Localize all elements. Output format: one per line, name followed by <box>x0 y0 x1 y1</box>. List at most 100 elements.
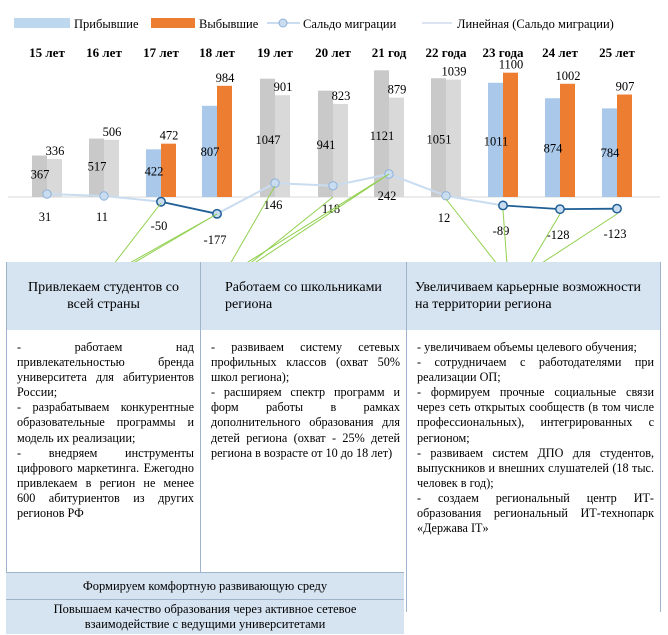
saldo-point <box>441 191 451 201</box>
category-label: 25 лет <box>599 45 635 60</box>
list-item: - развиваем систем ДПО для студентов, вы… <box>417 445 654 490</box>
column-header-schoolchildren: Работаем со школьниками региона <box>201 262 406 330</box>
value-label-departed: 336 <box>46 144 65 158</box>
value-labels: 367 517 422 807 1047 941 1121 1051 1011 874 784 336… <box>31 58 635 247</box>
bar-departed <box>503 72 518 197</box>
bar-departed <box>617 94 632 197</box>
column-divider-2 <box>406 262 407 612</box>
header-career-text: Увеличиваем карьерные возможности на тер… <box>415 280 642 312</box>
value-label-arrived: 941 <box>317 138 336 152</box>
saldo-point <box>156 196 166 207</box>
saldo-segment <box>332 173 390 187</box>
list-item: - формируем прочные социальные связи чер… <box>417 385 654 445</box>
list-item: - сотрудничаем с работодателями при реал… <box>417 355 654 385</box>
bottom-quality-text: Повышаем качество образования через акти… <box>53 602 357 631</box>
column-divider-right <box>660 262 661 612</box>
bar-departed <box>161 143 176 197</box>
connector-line <box>502 209 508 262</box>
bar-departed <box>217 85 232 197</box>
value-label-saldo: -123 <box>604 227 627 241</box>
value-label-departed: 1039 <box>442 65 467 79</box>
legend-label-trend: Линейная (Сальдо миграции) <box>457 17 614 31</box>
value-label-saldo: 11 <box>96 210 108 224</box>
legend-swatch-departed <box>151 18 195 28</box>
list-item: - развиваем систему сетевых профильных к… <box>211 340 400 385</box>
bar-arrived <box>374 70 389 197</box>
value-label-departed: 1100 <box>499 58 524 72</box>
value-label-departed: 879 <box>388 83 407 97</box>
value-label-saldo: 242 <box>378 189 397 203</box>
value-label-arrived: 784 <box>601 146 621 160</box>
category-label: 18 лет <box>199 45 235 60</box>
value-label-departed: 1002 <box>556 69 581 83</box>
saldo-point <box>498 200 508 211</box>
saldo-point <box>42 189 52 199</box>
column-divider-1 <box>200 262 201 612</box>
bar-departed <box>446 79 461 197</box>
column-body-students: - работаем над привлекательностью бренда… <box>7 340 200 521</box>
value-label-arrived: 1011 <box>484 135 509 149</box>
value-label-saldo: -50 <box>151 219 168 233</box>
chart-legend: Прибывшие Выбывшие Сальдо миграции Линейная… <box>14 17 614 31</box>
connector-arrows <box>114 173 618 262</box>
bar-arrived <box>89 138 104 197</box>
column-header-students: Привлекаем студентов со всей страны <box>7 262 200 330</box>
value-label-arrived: 807 <box>201 145 220 159</box>
value-label-arrived: 1051 <box>427 133 452 147</box>
legend-label-arrived: Прибывшие <box>74 17 139 31</box>
bar-series <box>32 70 632 197</box>
bar-departed <box>47 159 62 197</box>
category-label: 24 лет <box>542 45 578 60</box>
value-label-departed: 901 <box>274 80 293 94</box>
saldo-segment <box>103 194 162 203</box>
connector-line <box>445 198 497 262</box>
value-label-saldo: 12 <box>438 211 451 225</box>
value-label-saldo: -89 <box>493 224 510 238</box>
saldo-line <box>42 169 622 219</box>
saldo-point <box>612 203 622 214</box>
connector-line <box>255 173 390 262</box>
bar-arrived <box>488 82 503 197</box>
value-label-arrived: 367 <box>31 167 50 181</box>
saldo-segment <box>445 194 504 207</box>
list-item: - внедряем инструменты цифрового маркети… <box>17 445 194 521</box>
list-item: - работаем над привлекательностью бренда… <box>17 340 194 400</box>
bar-arrived <box>146 149 161 197</box>
saldo-point <box>328 181 338 191</box>
saldo-segment <box>46 193 105 197</box>
value-label-saldo: 146 <box>264 198 283 212</box>
column-header-career: Увеличиваем карьерные возможности на тер… <box>407 262 660 330</box>
category-label: 22 года <box>425 45 467 60</box>
legend-swatch-arrived <box>14 18 70 28</box>
bottom-box-quality: Повышаем качество образования через акти… <box>6 599 404 634</box>
saldo-segment <box>160 200 218 215</box>
value-label-arrived: 422 <box>145 165 164 179</box>
connector-line <box>134 213 218 262</box>
value-label-saldo: -128 <box>547 228 570 242</box>
connector-line <box>542 213 618 262</box>
bar-departed <box>333 104 348 197</box>
saldo-point <box>212 208 222 219</box>
category-label: 23 года <box>482 45 524 60</box>
bar-departed <box>275 95 290 197</box>
category-label: 16 лет <box>86 45 122 60</box>
saldo-point <box>555 204 565 215</box>
migration-chart: Прибывшие Выбывшие Сальдо миграции Линейная… <box>8 17 660 262</box>
value-label-arrived: 1121 <box>370 129 395 143</box>
category-labels: 15 лет 16 лет 17 лет 18 лет 19 лет 20 лет 21 г… <box>29 45 635 60</box>
bar-arrived <box>431 78 446 197</box>
saldo-segment <box>502 204 561 211</box>
connector-line <box>114 202 162 262</box>
saldo-segment <box>388 173 447 197</box>
column-body-career: - увеличиваем объемы целевого обучения; … <box>407 340 660 536</box>
bottom-environment-text: Формируем комфортную развивающую среду <box>82 578 328 593</box>
connector-line <box>247 173 390 262</box>
category-label: 21 год <box>372 45 407 60</box>
saldo-segment <box>216 182 276 215</box>
bar-arrived <box>318 90 333 197</box>
category-label: 20 лет <box>315 45 351 60</box>
bar-arrived <box>32 155 47 197</box>
connector-line <box>530 213 561 262</box>
bar-departed <box>104 139 119 197</box>
value-label-arrived: 1047 <box>256 133 281 147</box>
